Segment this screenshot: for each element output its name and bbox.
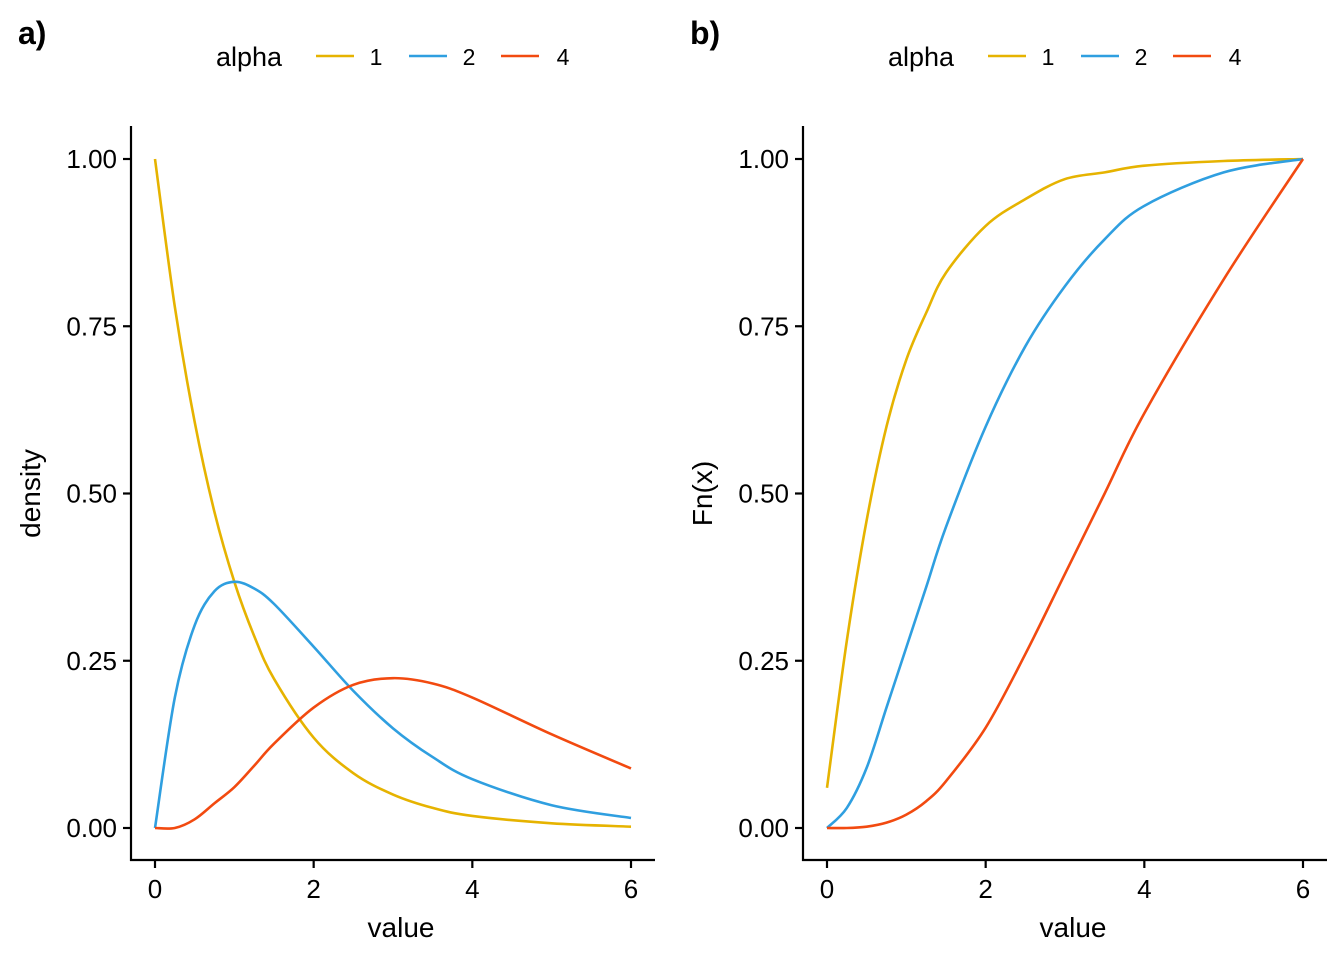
y-tick-label: 0.75	[66, 311, 117, 341]
legend-label-1: 1	[370, 44, 383, 70]
legend-label-4: 4	[1229, 44, 1242, 70]
x-axis-title: value	[1040, 912, 1107, 943]
series-line-alpha-1	[825, 157, 1304, 789]
x-tick-label: 4	[1137, 874, 1151, 904]
panel-tag: a)	[18, 15, 46, 51]
legend: alpha 1 2 4	[216, 42, 570, 72]
series-line-alpha-2	[153, 580, 632, 829]
x-tick-label: 6	[624, 874, 638, 904]
chart-panel-a: a) alpha 1 2 4 0.00 0.25 0.50 0.75 1.00 0 2 4 6 value d…	[15, 15, 655, 943]
y-tick-label: 1.00	[738, 144, 789, 174]
y-tick-label: 0.00	[66, 813, 117, 843]
x-tick-label: 0	[820, 874, 834, 904]
y-tick-label: 0.50	[738, 479, 789, 509]
panel-tag: b)	[690, 15, 720, 51]
x-tick-label: 0	[148, 874, 162, 904]
legend-label-2: 2	[463, 44, 476, 70]
y-tick-label: 0.75	[738, 311, 789, 341]
y-axis-title: Fn(x)	[687, 461, 718, 526]
legend-label-2: 2	[1135, 44, 1148, 70]
y-tick-label: 0.25	[738, 646, 789, 676]
y-axis-title: density	[15, 449, 46, 538]
y-tick-label: 1.00	[66, 144, 117, 174]
x-axis-title: value	[368, 912, 435, 943]
legend-title: alpha	[216, 42, 283, 72]
legend-label-1: 1	[1042, 44, 1055, 70]
series-line-alpha-4	[826, 158, 1305, 830]
series-line-alpha-2	[826, 157, 1304, 829]
series-line-alpha-1	[153, 158, 632, 828]
y-tick-label: 0.00	[738, 813, 789, 843]
chart-panel-b: b) alpha 1 2 4 0.00 0.25 0.50 0.75 1.00 0 2 4 6 value F…	[687, 15, 1327, 943]
series-line-alpha-4	[154, 676, 632, 830]
x-tick-label: 2	[978, 874, 992, 904]
legend-label-4: 4	[557, 44, 570, 70]
y-tick-label: 0.50	[66, 479, 117, 509]
x-tick-label: 4	[465, 874, 479, 904]
x-tick-label: 6	[1296, 874, 1310, 904]
y-tick-label: 0.25	[66, 646, 117, 676]
legend-title: alpha	[888, 42, 955, 72]
legend: alpha 1 2 4	[888, 42, 1242, 72]
x-tick-label: 2	[306, 874, 320, 904]
